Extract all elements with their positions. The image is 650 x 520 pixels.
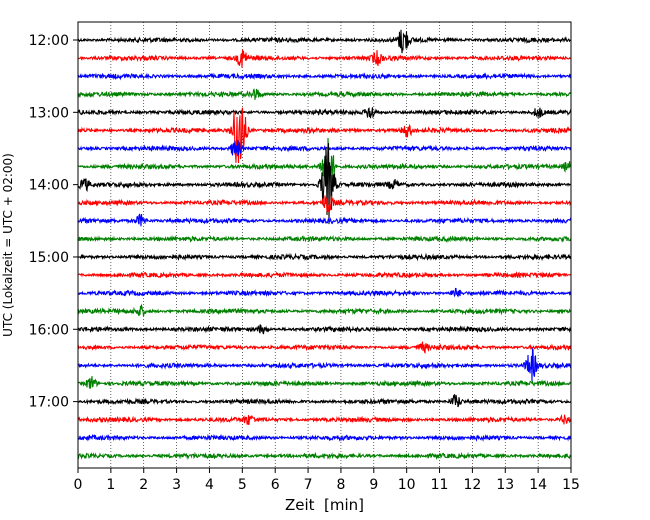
trace-row-23 bbox=[77, 451, 572, 461]
x-tick-label-3: 3 bbox=[172, 477, 181, 493]
y-tick-label-1: 13:00 bbox=[29, 105, 69, 121]
trace-row-9 bbox=[77, 195, 572, 213]
trace-row-3 bbox=[77, 88, 572, 100]
y-tick-label-2: 14:00 bbox=[29, 178, 69, 194]
x-tick-label-8: 8 bbox=[336, 477, 345, 493]
x-tick-label-15: 15 bbox=[562, 477, 580, 493]
trace-row-1 bbox=[77, 49, 572, 68]
trace-row-11 bbox=[77, 234, 572, 244]
y-axis-ticks: 12:00 13:00 14:00 15:00 16:00 17:00 bbox=[29, 33, 78, 411]
trace-row-0 bbox=[77, 29, 572, 54]
y-tick-label-5: 17:00 bbox=[29, 395, 69, 411]
x-tick-label-5: 5 bbox=[238, 477, 247, 493]
trace-row-10 bbox=[77, 213, 572, 227]
traces bbox=[77, 29, 572, 461]
x-tick-label-0: 0 bbox=[74, 477, 83, 493]
x-tick-label-6: 6 bbox=[271, 477, 280, 493]
trace-row-18 bbox=[77, 347, 572, 382]
trace-row-16 bbox=[77, 323, 572, 335]
trace-row-13 bbox=[77, 271, 572, 279]
x-axis-ticks: 0 1 2 3 4 5 6 7 8 9 10 11 12 13 14 15 bbox=[74, 468, 580, 493]
vertical-gridlines bbox=[110, 22, 539, 468]
x-tick-label-9: 9 bbox=[369, 477, 378, 493]
trace-row-20 bbox=[77, 394, 572, 408]
plot-frame bbox=[77, 21, 572, 469]
trace-row-8 bbox=[77, 143, 572, 225]
x-tick-label-1: 1 bbox=[106, 477, 115, 493]
y-tick-label-4: 16:00 bbox=[29, 322, 69, 338]
trace-row-21 bbox=[77, 413, 572, 426]
x-tick-label-2: 2 bbox=[139, 477, 148, 493]
x-tick-label-4: 4 bbox=[205, 477, 214, 493]
trace-row-5 bbox=[77, 107, 572, 164]
x-axis-label: Zeit [min] bbox=[285, 496, 364, 514]
trace-row-19 bbox=[77, 376, 572, 389]
x-tick-label-12: 12 bbox=[463, 477, 481, 493]
x-tick-label-13: 13 bbox=[496, 477, 514, 493]
x-tick-label-11: 11 bbox=[431, 477, 449, 493]
trace-row-14 bbox=[77, 287, 572, 298]
trace-row-4 bbox=[77, 107, 572, 119]
trace-row-12 bbox=[77, 252, 572, 262]
x-tick-label-7: 7 bbox=[304, 477, 313, 493]
x-tick-label-10: 10 bbox=[398, 477, 416, 493]
trace-row-2 bbox=[77, 72, 572, 81]
trace-row-15 bbox=[77, 303, 572, 317]
trace-row-17 bbox=[77, 341, 572, 354]
y-axis-label: UTC (Lokalzeit = UTC + 02:00) bbox=[1, 153, 15, 337]
trace-row-6 bbox=[77, 140, 572, 156]
trace-row-22 bbox=[77, 433, 572, 442]
x-tick-label-14: 14 bbox=[529, 477, 547, 493]
y-tick-label-0: 12:00 bbox=[29, 33, 69, 49]
y-tick-label-3: 15:00 bbox=[29, 250, 69, 266]
